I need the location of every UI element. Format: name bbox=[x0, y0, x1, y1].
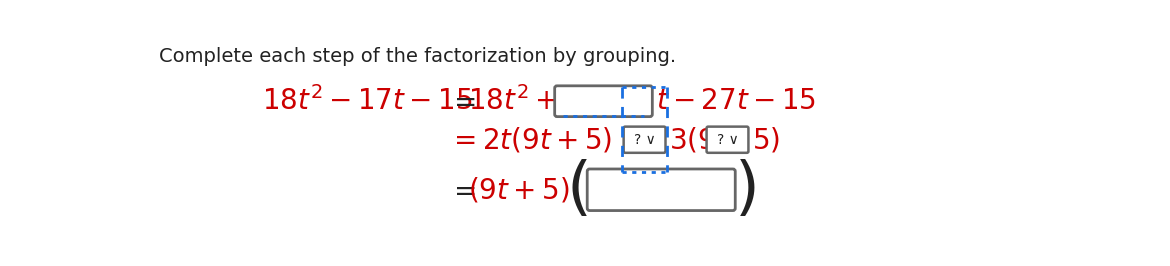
Text: $)$: $)$ bbox=[735, 159, 756, 221]
Text: $5)$: $5)$ bbox=[752, 125, 780, 154]
Text: $3(9t$: $3(9t$ bbox=[669, 125, 729, 154]
Text: ? ∨: ? ∨ bbox=[634, 133, 655, 147]
FancyBboxPatch shape bbox=[587, 169, 735, 211]
Text: $t - 27t - 15$: $t - 27t - 15$ bbox=[656, 87, 817, 115]
Text: $(9t + 5)$: $(9t + 5)$ bbox=[468, 175, 570, 204]
Text: $18t^2 - 17t - 15$: $18t^2 - 17t - 15$ bbox=[262, 86, 473, 116]
FancyBboxPatch shape bbox=[555, 86, 653, 117]
Text: $=$: $=$ bbox=[448, 176, 476, 204]
Text: $($: $($ bbox=[566, 159, 589, 221]
Text: Complete each step of the factorization by grouping.: Complete each step of the factorization … bbox=[159, 47, 676, 66]
Text: $= 2t(9t + 5)$: $= 2t(9t + 5)$ bbox=[448, 125, 613, 154]
FancyBboxPatch shape bbox=[624, 127, 666, 153]
Text: $=$: $=$ bbox=[448, 87, 476, 115]
FancyBboxPatch shape bbox=[707, 127, 749, 153]
Text: ? ∨: ? ∨ bbox=[716, 133, 738, 147]
Text: $18t^2 +$: $18t^2 +$ bbox=[468, 86, 557, 116]
